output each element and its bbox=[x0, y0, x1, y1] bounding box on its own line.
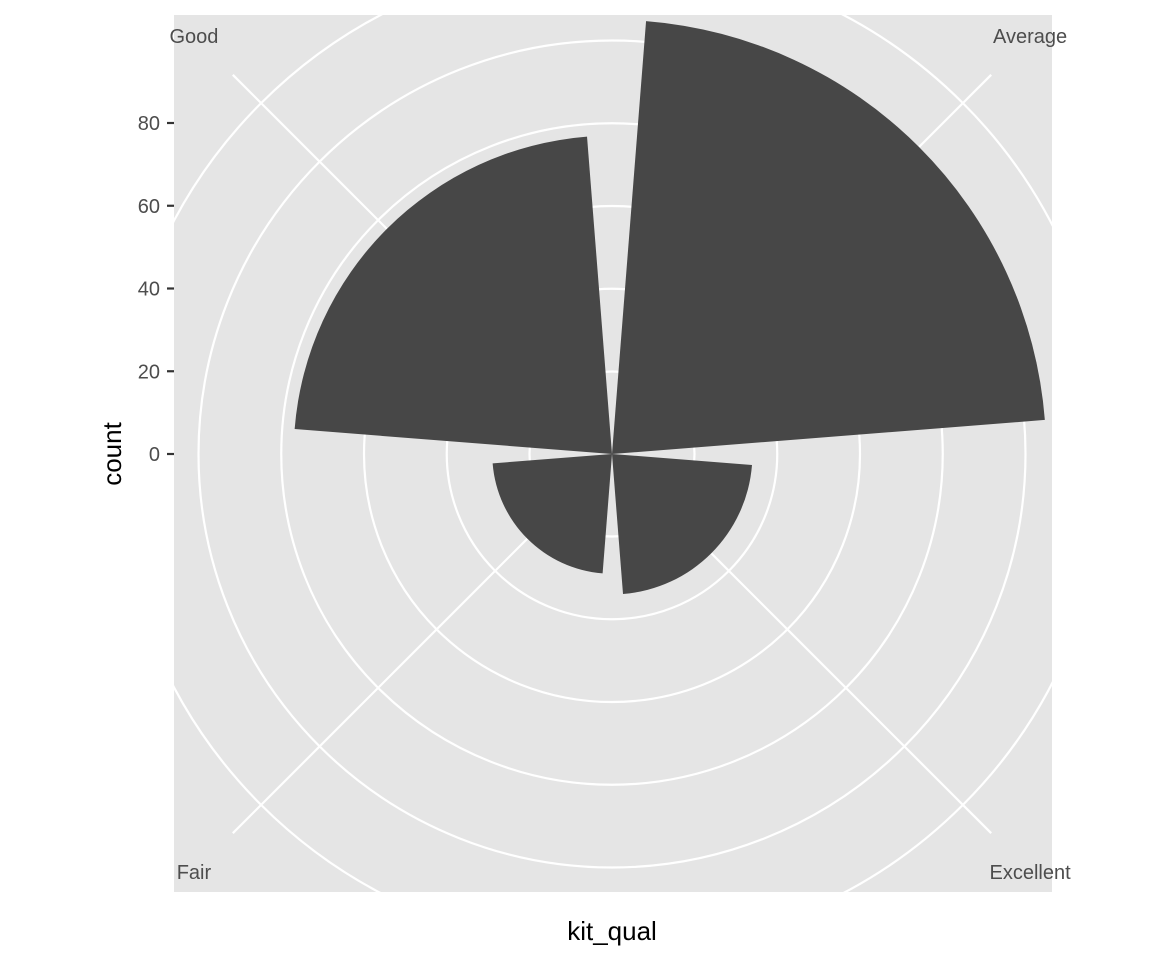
category-labels: Average Excellent Fair Good bbox=[169, 26, 1071, 884]
grid-circle bbox=[114, 0, 1110, 952]
y-tick-label: 0 bbox=[149, 444, 160, 466]
category-label: Good bbox=[169, 26, 218, 48]
y-tick-label: 40 bbox=[138, 279, 160, 301]
bar-excellent bbox=[612, 454, 752, 594]
y-tick-label: 60 bbox=[138, 196, 160, 218]
grid-circle bbox=[362, 204, 862, 704]
y-axis: 0 20 40 60 80 bbox=[138, 113, 174, 466]
grid-circle bbox=[197, 39, 1027, 869]
bars-layer bbox=[294, 21, 1045, 594]
bar-fair bbox=[492, 454, 612, 574]
bar-good bbox=[294, 136, 612, 454]
y-tick-label: 80 bbox=[138, 113, 160, 135]
category-label: Fair bbox=[177, 862, 212, 884]
y-axis-title: count bbox=[97, 421, 127, 485]
bar-average bbox=[612, 21, 1045, 455]
grid-circle bbox=[280, 122, 944, 786]
category-label: Average bbox=[993, 26, 1067, 48]
x-axis-title: kit_qual bbox=[567, 916, 657, 946]
grid-circle bbox=[528, 370, 696, 538]
y-tick-label: 20 bbox=[138, 361, 160, 383]
category-label: Excellent bbox=[989, 862, 1071, 884]
grid-circle bbox=[445, 287, 779, 621]
